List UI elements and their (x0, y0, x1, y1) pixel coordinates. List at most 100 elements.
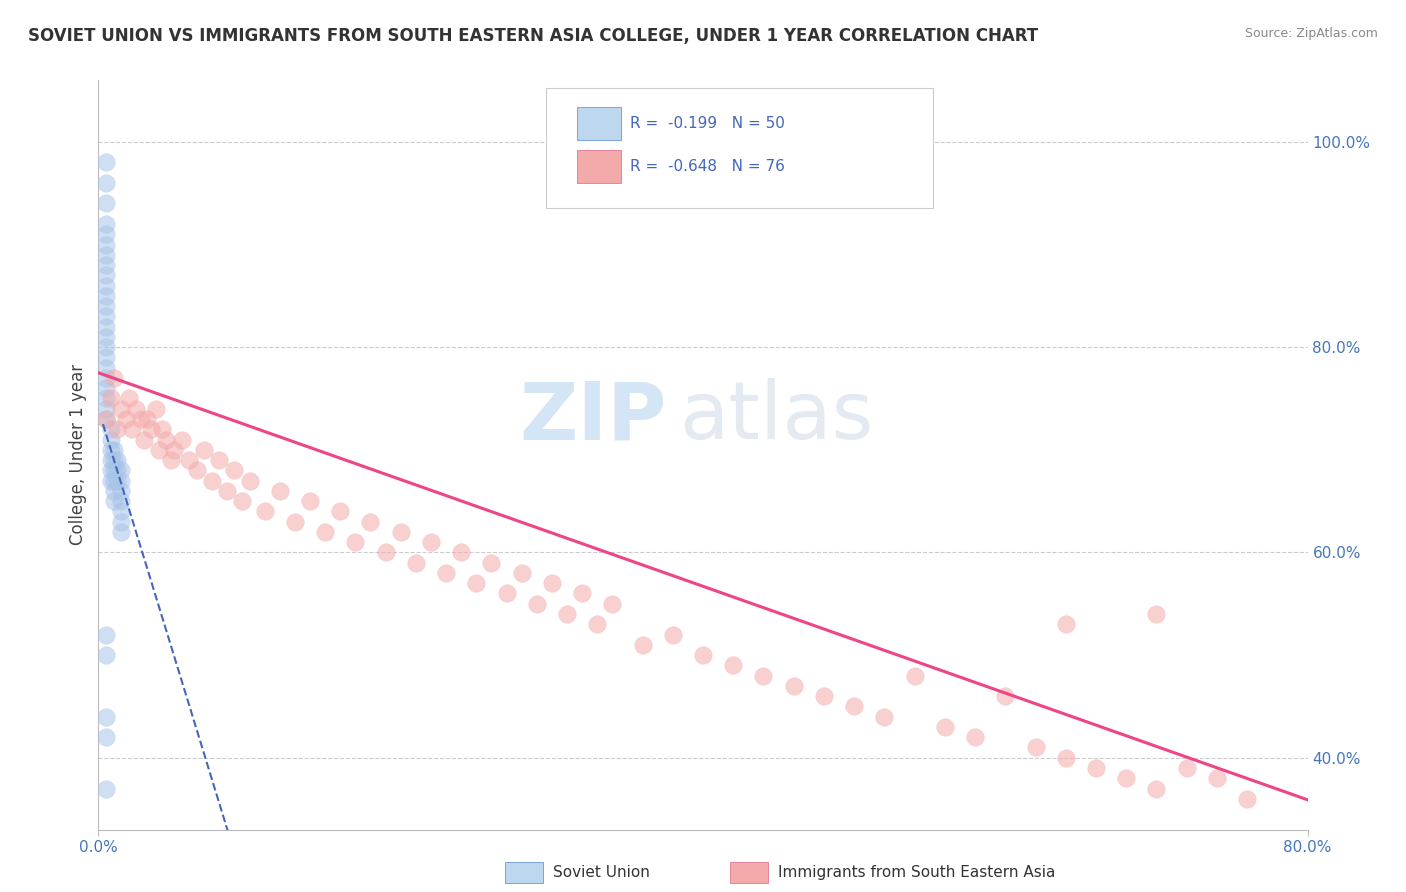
Point (405, 556, 427, 570)
Point (299, 494, 322, 508)
Point (1144, 607, 1167, 621)
Point (110, 515, 132, 529)
Point (1206, 771, 1229, 785)
Text: Immigrants from South Eastern Asia: Immigrants from South Eastern Asia (778, 865, 1054, 880)
Point (94, 412, 117, 426)
Point (1175, 761, 1198, 775)
Point (344, 535, 367, 549)
Point (215, 483, 238, 498)
Point (94, 196, 117, 211)
Point (132, 433, 155, 447)
Point (1236, 791, 1258, 805)
Point (314, 524, 336, 539)
Point (389, 524, 412, 539)
Point (94, 217, 117, 231)
Point (100, 474, 122, 488)
Point (1144, 781, 1167, 796)
Point (994, 689, 1017, 703)
Point (94, 371, 117, 385)
Point (231, 494, 253, 508)
Point (135, 412, 157, 426)
Point (510, 566, 533, 580)
FancyBboxPatch shape (546, 87, 932, 208)
Text: ZIP: ZIP (519, 378, 666, 457)
Point (103, 463, 125, 477)
Point (94, 176, 117, 190)
Point (661, 627, 683, 641)
Point (94, 289, 117, 303)
Point (602, 597, 624, 611)
Point (94, 227, 117, 242)
Point (420, 535, 443, 549)
Point (208, 453, 231, 467)
Point (100, 422, 122, 436)
Point (179, 453, 201, 467)
Point (555, 607, 578, 621)
Point (94, 401, 117, 416)
Point (94, 155, 117, 169)
FancyBboxPatch shape (578, 107, 621, 140)
Point (1054, 617, 1077, 632)
Point (1054, 750, 1077, 764)
Point (904, 668, 927, 682)
Point (465, 576, 488, 591)
Point (150, 422, 173, 436)
Point (692, 648, 714, 662)
Point (934, 720, 956, 734)
FancyBboxPatch shape (578, 150, 621, 183)
Point (105, 453, 128, 467)
Point (481, 556, 503, 570)
Point (103, 494, 125, 508)
Point (1024, 740, 1046, 755)
Point (100, 453, 122, 467)
Point (94, 310, 117, 324)
Point (110, 504, 132, 518)
Point (94, 299, 117, 313)
Point (121, 422, 143, 436)
Point (284, 515, 307, 529)
Point (145, 401, 167, 416)
Point (170, 433, 193, 447)
Point (129, 412, 152, 426)
Point (141, 422, 163, 436)
Point (844, 699, 866, 714)
Point (434, 566, 457, 580)
Point (118, 392, 141, 406)
Point (752, 668, 775, 682)
Point (374, 545, 396, 559)
Text: Source: ZipAtlas.com: Source: ZipAtlas.com (1244, 27, 1378, 40)
Point (100, 433, 122, 447)
Point (110, 483, 132, 498)
Point (813, 689, 835, 703)
Point (571, 586, 593, 600)
Text: Soviet Union: Soviet Union (553, 865, 650, 880)
Point (94, 319, 117, 334)
Point (94, 627, 117, 641)
Y-axis label: College, Under 1 year: College, Under 1 year (69, 364, 87, 546)
Point (94, 278, 117, 293)
Point (114, 412, 136, 426)
Point (103, 442, 125, 457)
Point (329, 504, 352, 518)
Point (110, 494, 132, 508)
Point (94, 648, 117, 662)
Point (94, 340, 117, 354)
Point (631, 638, 654, 652)
Point (94, 360, 117, 375)
Point (125, 401, 148, 416)
Text: R =  -0.199   N = 50: R = -0.199 N = 50 (630, 116, 786, 131)
Point (94, 781, 117, 796)
Text: SOVIET UNION VS IMMIGRANTS FROM SOUTH EASTERN ASIA COLLEGE, UNDER 1 YEAR CORRELA: SOVIET UNION VS IMMIGRANTS FROM SOUTH EA… (28, 27, 1038, 45)
Point (94, 258, 117, 272)
Point (103, 474, 125, 488)
Point (105, 474, 128, 488)
Point (94, 237, 117, 252)
Point (253, 504, 276, 518)
Point (94, 330, 117, 344)
Point (224, 463, 246, 477)
Point (94, 709, 117, 723)
Point (94, 248, 117, 262)
Point (201, 474, 224, 488)
Point (163, 442, 186, 457)
Point (100, 442, 122, 457)
